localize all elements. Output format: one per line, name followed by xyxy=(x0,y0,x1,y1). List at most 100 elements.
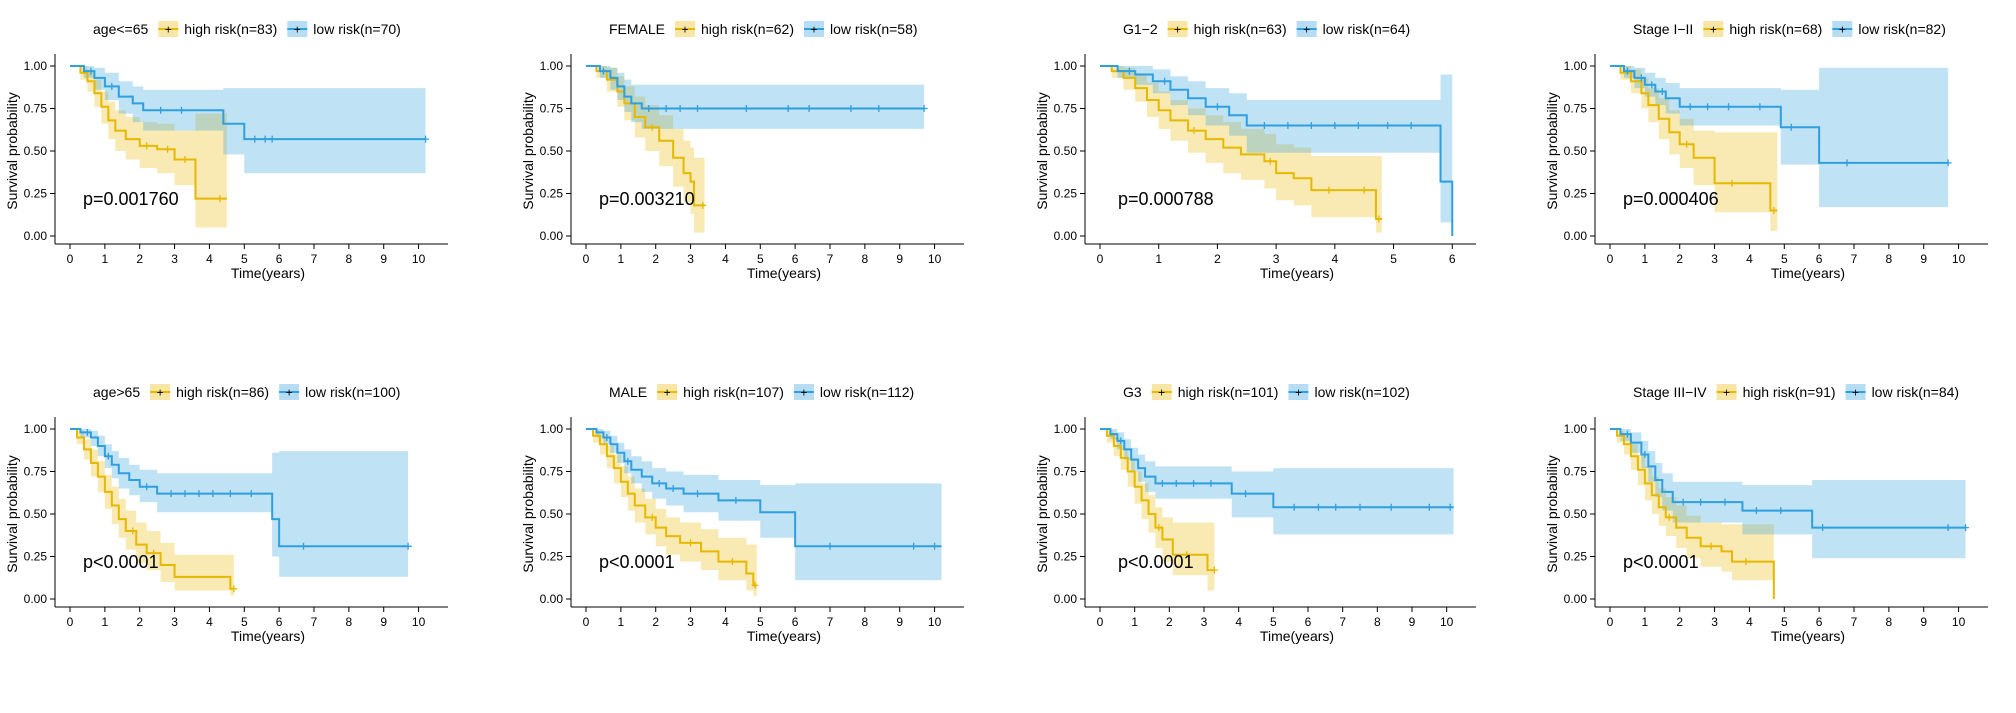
y-tick-label: 0.25 xyxy=(24,187,48,201)
x-tick-label: 6 xyxy=(1305,615,1312,629)
censor-mark xyxy=(1623,67,1631,75)
legend-low-risk: low risk(n=82) xyxy=(1858,21,1946,37)
censor-mark xyxy=(655,479,663,487)
x-tick-label: 7 xyxy=(827,252,834,266)
ci-band-low-risk xyxy=(70,429,409,577)
censor-mark xyxy=(1843,159,1851,167)
censor-mark xyxy=(143,142,151,150)
legend: age>65 + high risk(n=86) + low risk(n=100) xyxy=(93,384,400,400)
x-tick-label: 9 xyxy=(1920,252,1927,266)
censor-mark xyxy=(699,201,707,209)
censor-mark xyxy=(805,105,813,112)
y-tick-label: 1.00 xyxy=(540,422,564,436)
censor-mark xyxy=(1158,479,1166,487)
x-tick-label: 3 xyxy=(171,615,178,629)
x-tick-label: 9 xyxy=(380,252,387,266)
legend: MALE + high risk(n=107) + low risk(n=112) xyxy=(609,384,914,400)
legend-group-label: Stage I−II xyxy=(1633,21,1693,37)
y-tick-label: 0.75 xyxy=(540,102,564,116)
x-tick-label: 4 xyxy=(722,615,729,629)
p-value: p<0.0001 xyxy=(1118,552,1194,572)
censor-mark xyxy=(648,123,656,131)
legend: G3 + high risk(n=101) + low risk(n=102) xyxy=(1123,384,1410,400)
legend-cross-icon: + xyxy=(1174,23,1181,37)
x-axis-title: Time(years) xyxy=(1771,628,1845,644)
legend-group-label: G3 xyxy=(1123,384,1142,400)
censor-mark xyxy=(1637,74,1645,82)
y-tick-label: 0.25 xyxy=(24,550,48,564)
y-tick-label: 0.25 xyxy=(540,187,564,201)
x-tick-label: 6 xyxy=(276,615,283,629)
censor-mark xyxy=(1787,123,1795,131)
p-value: p=0.001760 xyxy=(83,189,179,209)
x-tick-label: 2 xyxy=(1166,615,1173,629)
p-value: p<0.0001 xyxy=(599,552,675,572)
censor-mark xyxy=(1207,479,1215,487)
km-panel: G1−2 + high risk(n=63) + low risk(n=64) 0.00 0… xyxy=(1034,21,1476,281)
censor-mark xyxy=(1375,215,1383,223)
censor-mark xyxy=(1360,186,1368,194)
x-tick-label: 3 xyxy=(1711,615,1718,629)
censor-mark xyxy=(1725,103,1733,111)
censor-mark xyxy=(875,105,883,112)
km-panel: age<=65 + high risk(n=83) + low risk(n=70) 0.… xyxy=(4,21,448,281)
censor-mark xyxy=(247,490,255,498)
censor-mark xyxy=(732,496,740,504)
x-tick-label: 2 xyxy=(1676,615,1683,629)
censor-mark xyxy=(728,558,736,566)
censor-mark xyxy=(1332,503,1340,511)
censor-mark xyxy=(150,549,158,557)
x-axis-title: Time(years) xyxy=(747,265,821,281)
censor-mark xyxy=(1307,122,1315,129)
censor-mark xyxy=(104,452,112,460)
y-tick-label: 0.75 xyxy=(1564,465,1588,479)
censor-mark xyxy=(920,105,928,112)
x-tick-label: 3 xyxy=(171,252,178,266)
y-tick-label: 0.00 xyxy=(24,592,48,606)
ci-band-low-risk xyxy=(586,429,942,581)
censor-mark xyxy=(87,67,95,75)
y-tick-label: 0.75 xyxy=(540,465,564,479)
y-tick-label: 0.50 xyxy=(24,144,48,158)
ci-band-low-risk xyxy=(1610,429,1966,559)
censor-mark xyxy=(694,105,702,112)
censor-mark xyxy=(1161,77,1169,85)
censor-mark xyxy=(1679,498,1687,506)
km-panel: Stage III−IV + high risk(n=91) + low risk(n=… xyxy=(1544,384,1988,644)
x-tick-label: 9 xyxy=(1920,615,1927,629)
censor-mark xyxy=(1384,122,1392,129)
legend-group-label: age>65 xyxy=(93,384,140,400)
km-curve-high-risk xyxy=(70,428,234,590)
x-tick-label: 8 xyxy=(862,252,869,266)
legend-cross-icon: + xyxy=(811,23,818,37)
censor-mark xyxy=(83,428,91,436)
x-tick-label: 0 xyxy=(1607,252,1614,266)
y-axis-title: Survival probability xyxy=(4,92,20,210)
x-tick-label: 5 xyxy=(1270,615,1277,629)
censor-mark xyxy=(1155,524,1163,532)
censor-mark xyxy=(178,106,186,114)
legend-cross-icon: + xyxy=(1710,23,1717,37)
km-curve-high-risk xyxy=(1610,428,1775,599)
km-panel: age>65 + high risk(n=86) + low risk(n=100) 0.… xyxy=(4,384,448,644)
x-tick-label: 1 xyxy=(1131,615,1138,629)
censor-mark xyxy=(157,106,165,114)
censor-mark xyxy=(1266,157,1274,165)
censor-mark xyxy=(603,434,611,441)
censor-mark xyxy=(1387,503,1395,511)
ci-band-low-risk xyxy=(1610,66,1949,208)
censor-mark xyxy=(1721,498,1729,506)
censor-mark xyxy=(687,539,695,547)
x-tick-label: 3 xyxy=(687,252,694,266)
km-curve-high-risk xyxy=(1100,428,1215,572)
x-tick-label: 10 xyxy=(928,252,942,266)
y-tick-label: 0.75 xyxy=(1054,465,1078,479)
x-tick-label: 3 xyxy=(1201,615,1208,629)
x-tick-label: 4 xyxy=(1331,252,1338,266)
km-panel: Stage I−II + high risk(n=68) + low risk(n=82… xyxy=(1544,21,1988,281)
km-curve-high-risk xyxy=(1610,65,1778,212)
legend-cross-icon: + xyxy=(165,23,172,37)
legend-cross-icon: + xyxy=(682,23,689,37)
x-tick-label: 0 xyxy=(1607,615,1614,629)
ci-band-high-risk xyxy=(70,429,234,596)
